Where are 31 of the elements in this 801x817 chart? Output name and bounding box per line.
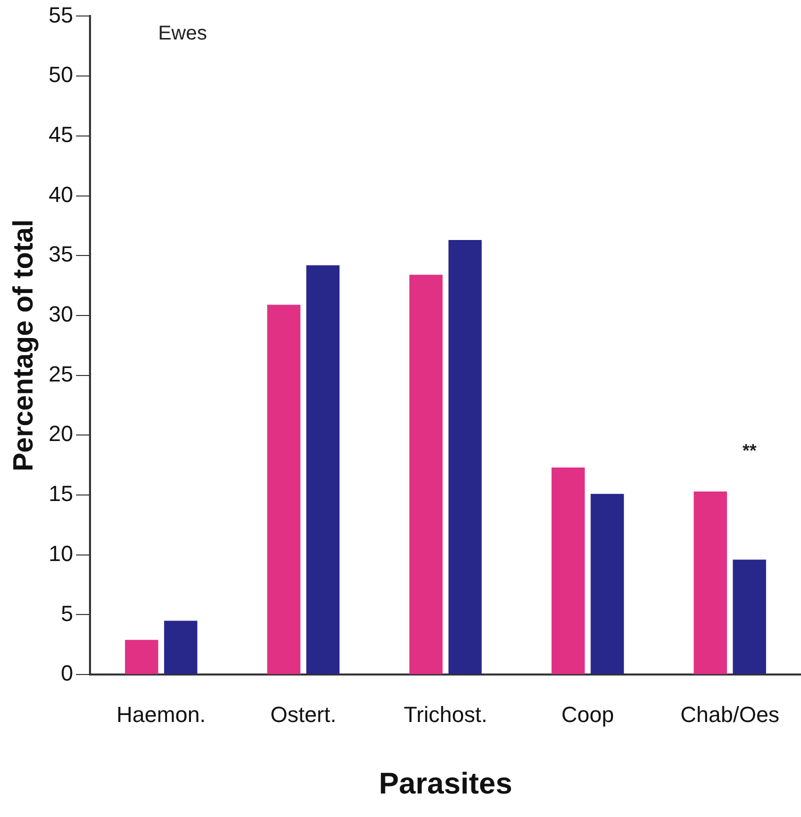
bar [732,560,766,674]
y-tick-label: 5 [60,600,74,626]
y-tick-label: 10 [48,540,74,566]
annotation: ** [742,440,756,460]
y-tick-label: 45 [48,122,74,147]
y-tick-label: 40 [48,182,74,207]
bar [267,304,300,674]
x-axis-title: Parasites [378,767,512,800]
y-tick-label: 0 [60,660,74,686]
y-tick-label: 15 [48,481,74,506]
bar [409,274,443,674]
x-tick-label: Ostert. [270,702,336,727]
y-tick-label: 25 [48,361,74,386]
y-tick-label: 55 [48,2,74,28]
y-tick-label: 35 [48,242,74,267]
x-tick-label: Haemon. [116,702,206,727]
bar [448,240,482,674]
x-tick-label: Coop [561,702,614,727]
bar [164,620,198,674]
bar [552,468,585,674]
y-tick-label: 30 [48,302,74,327]
bar [124,640,158,674]
x-tick-label: Chab/Oes [680,702,780,727]
bar [306,265,340,674]
y-tick-label: 50 [48,62,74,88]
bar [694,491,727,674]
annotation: Ewes [158,22,207,45]
y-tick-label: 20 [48,421,74,446]
y-axis-title: Percentage of total [8,219,39,472]
x-tick-label: Trichost. [404,702,488,727]
bar [590,494,624,674]
